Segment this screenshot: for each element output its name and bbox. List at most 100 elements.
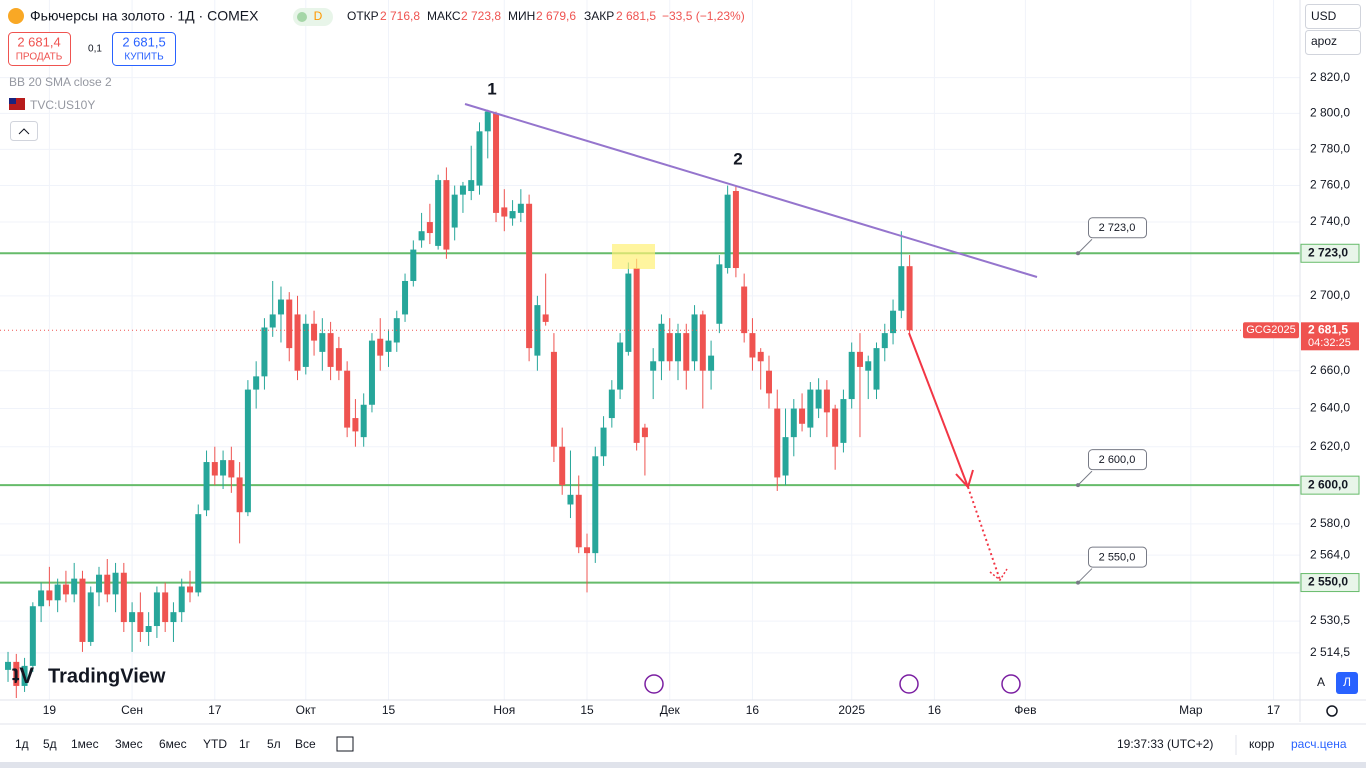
candle-body [600,427,607,457]
candle-body [228,460,235,478]
logo-mark: ʇV [12,663,34,688]
settings-icon[interactable] [1326,705,1338,717]
range-button[interactable]: 6мес [159,737,187,751]
range-button[interactable]: 1мес [71,737,99,751]
indicator[interactable]: TVC:US10Y [30,98,95,112]
range-button[interactable]: YTD [203,737,227,751]
symbol-title[interactable]: Фьючерсы на золото · 1Д · COMEX [30,8,259,24]
level-tag-label: 2 550,0 [1308,575,1348,589]
candle-body [625,273,632,352]
candle-body [484,111,491,132]
range-button[interactable]: 5л [267,737,281,751]
candle-body [881,333,888,349]
event-icon[interactable] [899,674,919,694]
sell-price[interactable]: 2 681,4 [17,34,60,49]
callout-anchor [1076,483,1080,488]
candle-body [435,180,442,246]
y-tick-label: 2 760,0 [1310,178,1350,192]
candle-body [898,266,905,311]
y-tick-label: 2 800,0 [1310,106,1350,120]
candle-body [873,348,880,390]
y-tick-label: 2 564,0 [1310,547,1350,561]
candle-body [823,389,830,413]
callout-pointer [1077,238,1093,254]
candle-body [87,592,94,642]
currency-button[interactable] [1305,4,1361,29]
x-tick-label: Сен [121,703,143,717]
arrow-dotted [967,486,1001,581]
candle-body [459,185,466,195]
event-icon[interactable] [644,674,664,694]
candle-body [774,408,781,478]
settlement[interactable]: расч.цена [1291,737,1347,751]
candle-body [708,355,715,371]
candle-body [96,574,103,593]
x-tick-label: 15 [382,703,396,717]
candle-body [509,211,516,219]
candle-body [666,333,673,362]
indicator[interactable]: BB 20 SMA close 2 [9,75,112,89]
price-tag-label: 2 681,5 [1308,322,1348,336]
sell-button[interactable] [8,32,71,66]
account-button[interactable] [1305,30,1361,55]
scale-button[interactable]: A [1317,675,1325,689]
ohlc-label: ОТКР [347,9,379,23]
range-button[interactable]: 5д [43,737,57,751]
date-range-icon[interactable] [336,736,354,752]
candle-body [294,314,301,371]
range-button[interactable]: 3мес [115,737,143,751]
account[interactable]: apoz [1311,34,1337,48]
y-tick-label: 2 740,0 [1310,214,1350,228]
candle-body [120,572,127,623]
candle-body [186,586,193,593]
y-tick-label: 2 530,5 [1310,613,1350,627]
ohlc-label: МАКС [427,9,461,23]
candle-body [542,314,549,322]
event-icon[interactable] [1001,674,1021,694]
level-tag-label: 2 600,0 [1308,477,1348,491]
candle-body [584,547,591,554]
candle-body [335,348,342,371]
candle-body [203,462,210,511]
wave-label: 1 [487,79,496,98]
candle-body [617,342,624,390]
range-button[interactable]: 1д [15,737,29,751]
event-icons[interactable] [644,674,1021,694]
highlight [612,244,655,269]
range-button[interactable]: Все [295,737,316,751]
range-button[interactable]: 1г [239,737,251,751]
candle-body [62,584,69,595]
x-tick-label: Окт [296,703,317,717]
price-tag [1301,322,1359,351]
buy-price[interactable]: 2 681,5 [122,34,165,49]
callout-label: 2 723,0 [1099,222,1136,234]
callout-pointer [1077,568,1093,583]
sell-label[interactable]: ПРОДАТЬ [16,52,63,63]
candle-body [683,333,690,371]
candle-body [906,266,913,331]
collapse-button[interactable] [10,121,38,141]
scale-button-bg[interactable] [1336,672,1358,694]
callout-anchor [1076,251,1080,256]
buy-button[interactable] [112,32,176,66]
candle-body [741,286,748,334]
buy-label[interactable]: КУПИТЬ [124,52,164,63]
candle-body [402,280,409,315]
candle-body [46,590,53,601]
adjust[interactable]: корр [1249,737,1275,751]
candle-body [360,404,367,438]
logo: TradingView [48,665,166,687]
wave-label: 2 [733,149,742,168]
scale-button[interactable]: Л [1343,675,1351,689]
callout-pointer [1077,470,1093,486]
candle-body [757,351,764,362]
candle-body [29,606,36,666]
candle-body [129,612,136,623]
candle-body [517,203,524,213]
currency[interactable]: USD [1311,9,1337,23]
candle-body [451,194,458,228]
candle-body [608,389,615,419]
candle-body [269,314,276,328]
candle-body [749,333,756,358]
x-tick-label: Мар [1179,703,1203,717]
